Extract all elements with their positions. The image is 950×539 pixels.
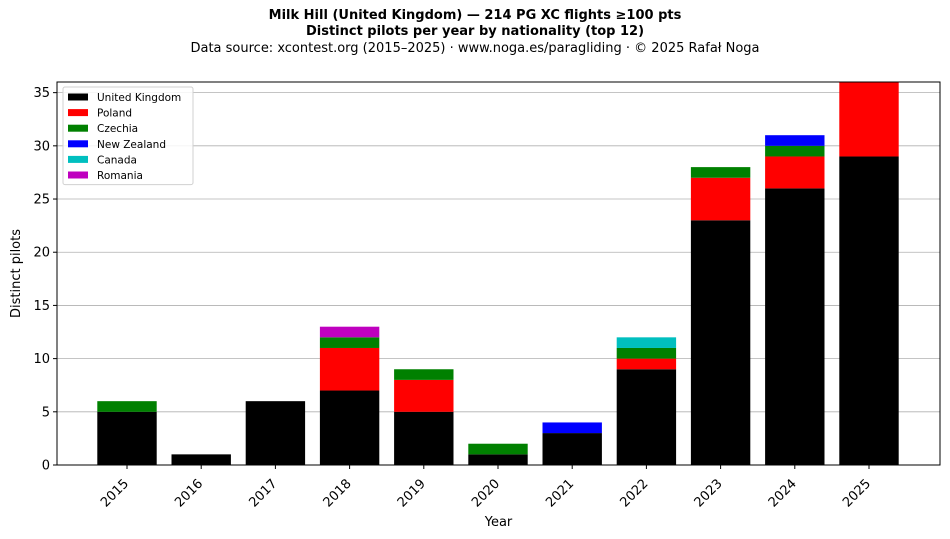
bar-segment <box>690 167 751 178</box>
legend-swatch <box>68 155 88 163</box>
bar-segment <box>765 145 825 157</box>
y-tick-label: 15 <box>33 299 50 314</box>
bar-segment <box>468 454 528 465</box>
y-tick-label: 30 <box>33 139 50 154</box>
bar-segment <box>319 337 380 348</box>
y-tick-label: 35 <box>33 86 50 101</box>
bar-segment <box>616 347 677 359</box>
x-tick-label: 2019 <box>395 476 429 510</box>
data-source-credit: Data source: xcontest.org (2015–2025) · … <box>190 41 760 56</box>
chart-subtitle: Distinct pilots per year by nationality … <box>305 24 645 39</box>
bar-segment <box>171 454 231 465</box>
x-tick-label: 2017 <box>246 476 280 510</box>
y-tick-label: 5 <box>42 405 50 420</box>
bar-segment <box>616 337 677 348</box>
x-axis-ticks: 2015 2016 2017 2018 2019 2020 2021 2022 2023 2024… <box>98 465 874 510</box>
bar-segment <box>245 401 306 465</box>
legend-box <box>62 86 194 186</box>
bar-segment <box>765 156 825 189</box>
legend-swatch <box>68 140 88 148</box>
bar-segment <box>616 358 677 370</box>
bar-segment <box>839 82 899 157</box>
legend-swatch <box>68 109 88 117</box>
y-tick-label: 0 <box>42 459 50 474</box>
bar-segment <box>839 156 899 465</box>
legend-label: United Kingdom <box>97 92 181 104</box>
chart-titles: Milk Hill (United Kingdom) — 214 PG XC f… <box>0 8 950 57</box>
x-tick-label: 2018 <box>321 476 355 510</box>
y-tick-label: 25 <box>33 193 50 208</box>
bar-segment <box>319 326 380 338</box>
bar-segment <box>542 422 602 434</box>
bar-segment <box>394 369 454 380</box>
legend-label: New Zealand <box>97 139 166 151</box>
legend-label: Poland <box>97 108 132 120</box>
x-tick-label: 2023 <box>692 476 726 510</box>
legend-swatch <box>68 171 88 179</box>
bar-segment <box>690 177 751 221</box>
legend-swatch <box>68 93 88 101</box>
bar-segment <box>394 379 454 412</box>
bar-segment <box>690 220 751 465</box>
legend-label: Canada <box>97 154 137 166</box>
legend: United Kingdom Poland Czechia New Zealand Ca… <box>62 86 194 186</box>
y-axis-ticks: 0 5 10 15 20 25 30 35 <box>33 86 57 474</box>
x-tick-label: 2015 <box>98 476 132 510</box>
x-tick-label: 2025 <box>840 476 874 510</box>
bar-segment <box>765 135 825 146</box>
bar-segment <box>319 347 380 391</box>
legend-swatch <box>68 124 88 132</box>
bar-segment <box>765 188 825 465</box>
bar-segment <box>319 390 380 465</box>
x-tick-label: 2022 <box>617 476 651 510</box>
bar-segment <box>542 433 602 465</box>
bar-segment <box>97 401 157 412</box>
x-tick-label: 2021 <box>543 476 577 510</box>
bar-segment <box>394 411 454 465</box>
x-axis-label: Year <box>484 515 513 530</box>
x-tick-label: 2024 <box>766 476 800 510</box>
x-tick-label: 2020 <box>469 476 503 510</box>
bar-segment <box>468 443 528 455</box>
bar-segment <box>616 369 677 465</box>
legend-label: Czechia <box>97 123 138 135</box>
legend-label: Romania <box>97 170 143 182</box>
x-tick-label: 2016 <box>172 476 206 510</box>
bars <box>97 82 899 465</box>
y-tick-label: 20 <box>33 246 50 261</box>
bar-segment <box>97 411 157 465</box>
y-tick-label: 10 <box>33 352 50 367</box>
chart-title: Milk Hill (United Kingdom) — 214 PG XC f… <box>268 8 682 23</box>
y-axis-label: Distinct pilots <box>9 229 24 318</box>
